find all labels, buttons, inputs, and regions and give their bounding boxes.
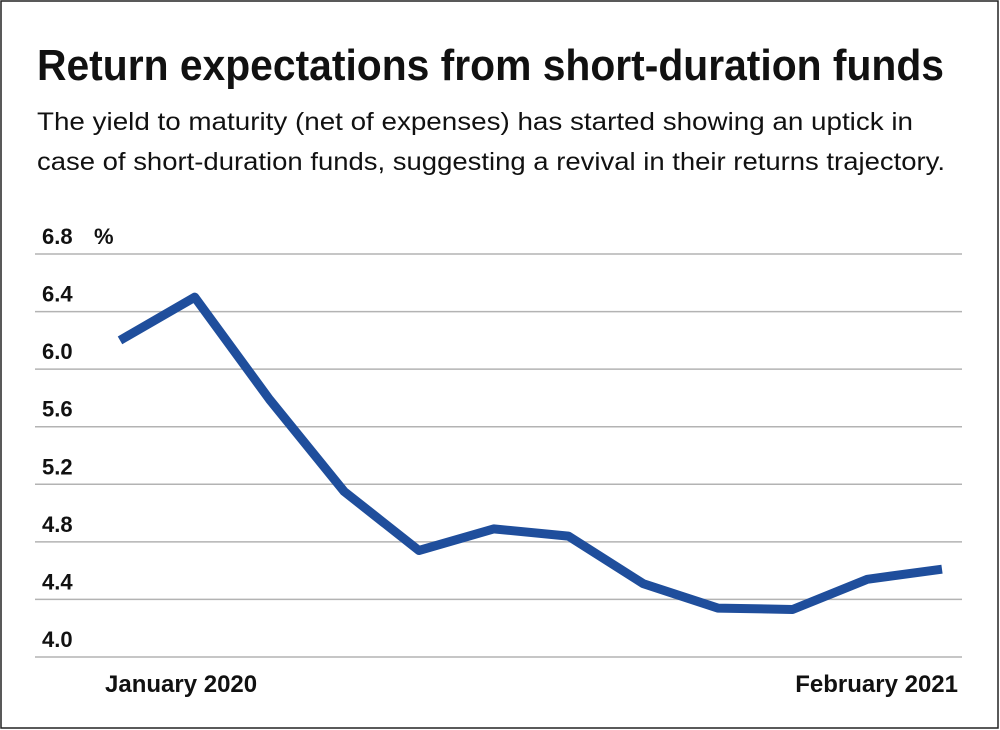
y-tick-label: 4.8 — [42, 512, 73, 537]
y-tick-label: 6.0 — [42, 339, 73, 364]
y-unit: % — [94, 224, 114, 249]
y-tick-label: 6.4 — [42, 282, 73, 307]
y-tick-label: 4.4 — [42, 569, 73, 594]
chart-title: Return expectations from short-duration … — [37, 41, 944, 90]
y-tick-label: 4.0 — [42, 627, 73, 652]
y-tick-label: 5.2 — [42, 454, 73, 479]
x-tick-label: February 2021 — [795, 671, 958, 698]
chart-subtitle: case of short-duration funds, suggesting… — [37, 148, 945, 176]
y-tick-label: 6.8 — [42, 224, 73, 249]
chart-subtitle: The yield to maturity (net of expenses) … — [37, 108, 913, 136]
x-tick-label: January 2020 — [105, 671, 257, 698]
line-series — [117, 292, 943, 615]
y-tick-label: 5.6 — [42, 397, 73, 422]
